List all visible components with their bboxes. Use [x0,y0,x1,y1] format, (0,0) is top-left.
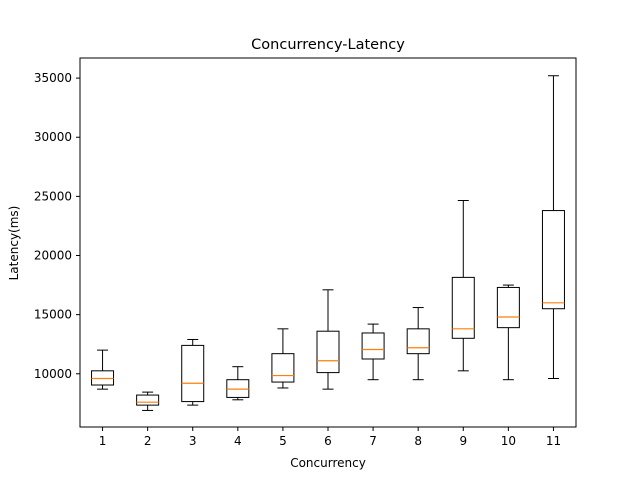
box-group-10 [496,284,520,381]
x-tick-label: 7 [369,434,377,448]
box-group-4 [226,366,250,401]
y-tick-label: 25000 [34,189,72,203]
y-tick-label: 30000 [34,130,72,144]
x-tick-label: 6 [324,434,332,448]
y-axis-label: Latency(ms) [7,206,21,281]
x-tick-label: 10 [501,434,516,448]
x-tick-label: 9 [459,434,467,448]
box-group-6 [316,289,340,390]
box-iqr [361,332,385,360]
x-axis: 1 2 3 4 5 6 7 8 9 10 11 [99,427,561,448]
box-group-5 [271,328,295,389]
box-iqr [136,394,160,406]
box-iqr [541,210,565,310]
box-iqr [406,328,430,355]
box-iqr [271,353,295,383]
y-axis: 10000 15000 20000 25000 30000 35000 [34,71,80,381]
box-iqr [451,276,475,339]
x-axis-label: Concurrency [290,456,366,470]
x-tick-label: 5 [279,434,287,448]
x-tick-label: 8 [414,434,422,448]
x-tick-label: 4 [234,434,242,448]
box-iqr [496,286,520,329]
box-iqr [316,330,340,374]
x-tick-label: 11 [546,434,561,448]
box-group-8 [406,307,430,381]
x-tick-label: 2 [144,434,152,448]
y-tick-label: 15000 [34,308,72,322]
box-group-9 [451,200,475,372]
y-tick-label: 10000 [34,367,72,381]
y-tick-label: 20000 [34,249,72,263]
chart-title: Concurrency-Latency [251,37,405,53]
box-group-2 [136,391,160,411]
x-tick-label: 3 [189,434,197,448]
box-group-1 [91,349,115,390]
x-tick-label: 1 [99,434,107,448]
box-group-7 [361,323,385,381]
box-group-11 [541,75,565,380]
y-tick-label: 35000 [34,71,72,85]
box-group-3 [181,338,205,406]
box-iqr [181,344,205,403]
plot-area [91,75,565,411]
